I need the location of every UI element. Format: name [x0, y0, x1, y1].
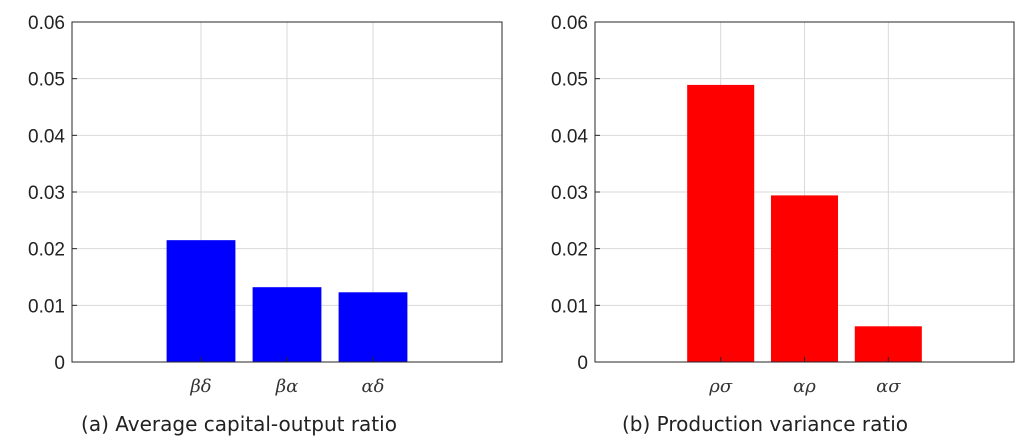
xtick-label-a-1: βα	[275, 376, 299, 397]
xtick-label-b-1: αρ	[793, 376, 816, 397]
bar-a-2	[338, 292, 408, 362]
ytick-label-a-5: 0.05	[28, 70, 65, 91]
ytick-label-a-2: 0.02	[28, 240, 65, 261]
chart-panel-b: 0 0.01 0.02 0.03 0.04 0.05 0.06 ρσ αρ ασ	[551, 13, 1015, 397]
caption-b: (b) Production variance ratio	[622, 412, 908, 436]
caption-a: (a) Average capital-output ratio	[81, 412, 397, 436]
bar-a-1	[252, 287, 322, 362]
ytick-label-b-5: 0.05	[551, 70, 588, 91]
chart-panel-a: 0 0.01 0.02 0.03 0.04 0.05 0.06 βδ βα αδ	[28, 13, 503, 397]
ytick-label-a-0: 0	[54, 353, 65, 374]
ytick-label-b-6: 0.06	[551, 13, 588, 34]
xtick-label-a-0: βδ	[189, 376, 211, 397]
bar-b-2	[854, 326, 922, 362]
ytick-label-b-1: 0.01	[551, 296, 588, 317]
ytick-label-a-4: 0.04	[28, 126, 65, 147]
bar-b-0	[687, 84, 755, 363]
ytick-label-b-4: 0.04	[551, 126, 588, 147]
xtick-label-b-2: ασ	[876, 376, 901, 397]
ytick-label-a-6: 0.06	[28, 13, 65, 34]
ytick-label-a-1: 0.01	[28, 296, 65, 317]
xtick-label-b-0: ρσ	[708, 376, 733, 397]
xtick-label-a-2: αδ	[362, 376, 385, 397]
ytick-label-b-2: 0.02	[551, 240, 588, 261]
bar-a-0	[166, 240, 236, 362]
ytick-label-b-3: 0.03	[551, 183, 588, 204]
ytick-label-b-0: 0	[577, 353, 588, 374]
ytick-label-a-3: 0.03	[28, 183, 65, 204]
bar-b-1	[770, 195, 839, 362]
